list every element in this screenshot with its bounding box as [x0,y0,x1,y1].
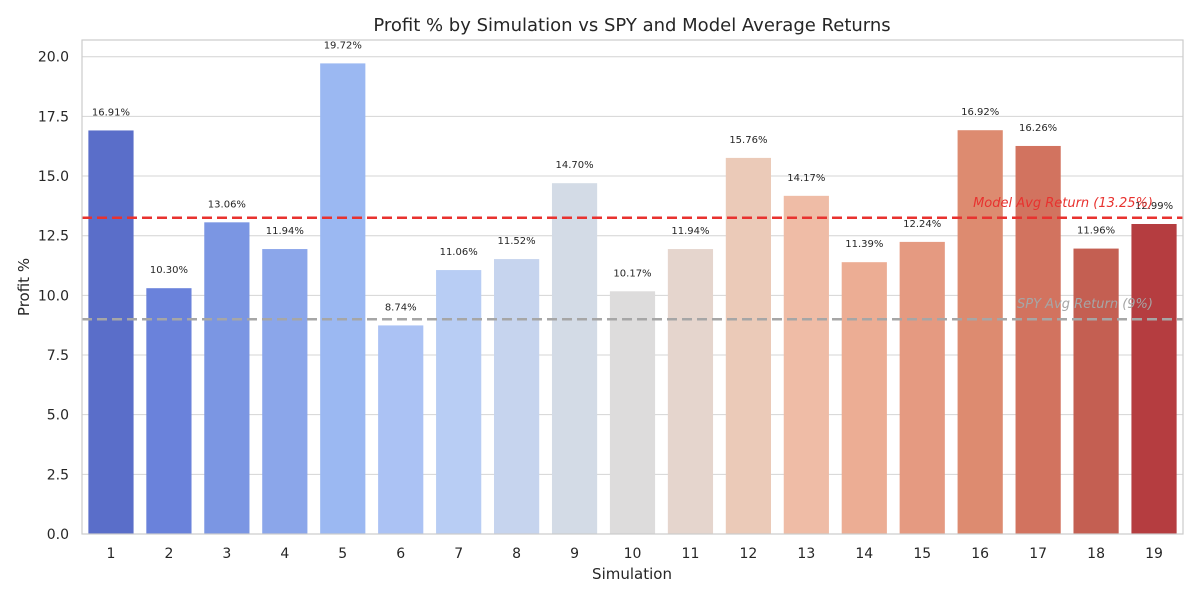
y-axis-label: Profit % [15,258,33,316]
x-tick-label: 8 [512,546,521,562]
reference-line-label: SPY Avg Return (9%) [1017,297,1153,312]
x-tick-label: 5 [338,546,347,562]
data-label: 11.94% [671,226,709,237]
x-tick-label: 19 [1145,546,1163,562]
data-label: 11.39% [845,239,883,250]
x-tick-label: 11 [682,546,700,562]
bar [494,259,540,534]
bars [88,63,1177,535]
data-labels: 16.91% 10.30% 13.06% 11.94% 19.72% 8.74% 11.06… [92,40,1173,313]
data-label: 11.06% [440,247,478,258]
bar [783,195,829,534]
data-label: 10.17% [613,268,651,279]
y-tick-label: 12.5 [38,229,69,245]
x-tick-label: 2 [164,546,173,562]
bar [957,130,1003,535]
bar [1015,145,1061,535]
x-tick-label: 7 [454,546,463,562]
bar [1131,223,1177,534]
data-label: 12.99% [1135,201,1173,212]
reference-lines [82,216,1183,321]
bar [551,183,598,534]
data-label: 12.24% [903,219,941,230]
data-label: 13.06% [208,199,246,210]
x-tick-label: 6 [396,546,405,562]
x-tick-label: 10 [624,546,642,562]
bar [204,222,250,534]
y-tick-label: 10.0 [38,288,69,304]
x-tick-label: 9 [570,546,579,562]
data-label: 19.72% [324,40,362,51]
x-tick-label: 16 [971,546,989,562]
bar [841,262,887,534]
y-tick-label: 15.0 [38,169,69,185]
data-label: 16.92% [961,107,999,118]
data-label: 14.70% [555,160,593,171]
bar [667,249,714,535]
x-tick-label: 3 [222,546,231,562]
reference-line-label: Model Avg Return (13.25%) [973,196,1153,211]
y-tick-label: 20.0 [38,50,69,66]
data-label: 11.52% [498,236,536,247]
x-tick-label: 1 [107,546,116,562]
bar [262,249,308,535]
bar [899,241,945,535]
data-label: 10.30% [150,265,188,276]
bar [609,291,656,534]
data-label: 8.74% [385,302,417,313]
data-label: 16.26% [1019,123,1057,134]
bar [436,270,482,534]
x-tick-label: 14 [855,546,873,562]
y-tick-label: 5.0 [47,408,69,424]
bar [725,157,771,534]
bar [146,288,192,534]
data-label: 14.17% [787,173,825,184]
y-axis-ticks: 0.0 2.5 5.0 7.5 10.0 12.5 15.0 17.5 20.0 [38,50,69,543]
x-axis-ticks: 1 2 3 4 5 6 7 8 9 10 11 12 13 14 15 16 17 18 19 [107,546,1163,562]
y-tick-label: 7.5 [47,348,69,364]
plot-frame [81,39,1184,535]
y-tick-label: 17.5 [38,109,69,125]
data-label: 16.91% [92,107,130,118]
x-tick-label: 15 [913,546,931,562]
x-tick-label: 18 [1087,546,1105,562]
chart-title: Profit % by Simulation vs SPY and Model … [373,15,890,36]
data-label: 15.76% [729,135,767,146]
data-label: 11.96% [1077,226,1115,237]
x-axis-label: Simulation [592,565,672,583]
bar [320,63,366,534]
y-tick-label: 0.0 [47,527,69,543]
bar [1073,248,1119,535]
data-label: 11.94% [266,226,304,237]
y-tick-label: 2.5 [47,467,69,483]
x-tick-label: 17 [1029,546,1047,562]
x-tick-label: 4 [280,546,289,562]
bar [378,325,424,534]
x-tick-label: 13 [797,546,815,562]
bar [88,130,134,535]
x-tick-label: 12 [739,546,757,562]
